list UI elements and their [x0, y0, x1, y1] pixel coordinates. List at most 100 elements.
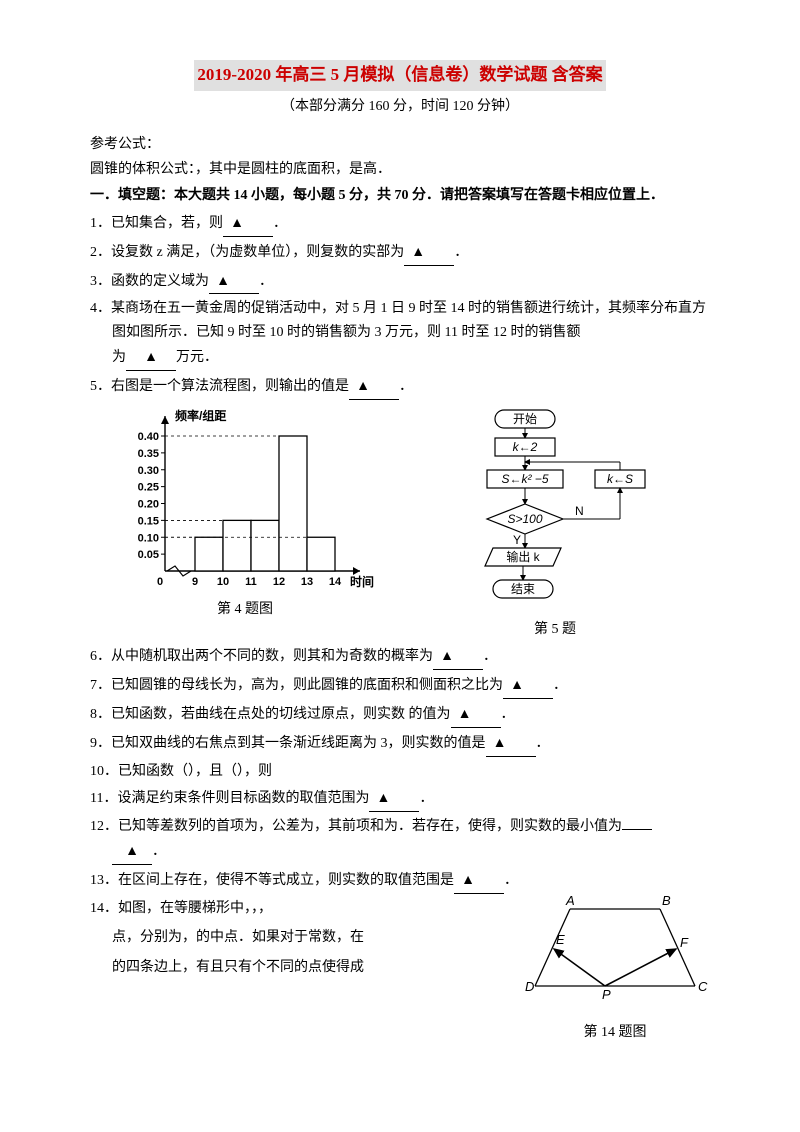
question-14: A B C D E F P 第 14 题图 14．如图，在等腰梯形中，，， 点，…	[90, 897, 710, 1046]
blank-mark: ▲	[230, 214, 244, 230]
qtext: 已知集合，若，则	[111, 216, 223, 231]
flow-no: N	[575, 504, 584, 518]
qtext-2b: 万元．	[176, 350, 218, 365]
svg-text:0: 0	[157, 576, 163, 588]
qtext-b: ．	[273, 216, 287, 231]
qtext: 已知函数，若曲线在点处的切线过原点，则实数 的值为	[111, 707, 451, 722]
svg-text:0.30: 0.30	[138, 464, 159, 476]
qtext-b: ．	[553, 678, 567, 693]
fig5-label: 第 5 题	[534, 618, 576, 642]
svg-text:9: 9	[192, 576, 198, 588]
section-1-heading: 一．填空题：本大题共 14 小题，每小题 5 分，共 70 分．请把答案填写在答…	[90, 184, 710, 208]
blank-mark: ▲	[461, 871, 475, 887]
qnum: 8．	[90, 707, 111, 722]
qnum: 13．	[90, 873, 118, 888]
label-E: E	[556, 932, 565, 947]
flow-end: 结束	[511, 582, 535, 596]
qtext-2a: 为	[112, 350, 126, 365]
qnum: 2．	[90, 245, 111, 260]
qnum: 14．	[90, 901, 118, 916]
question-8: 8．已知函数，若曲线在点处的切线过原点，则实数 的值为▲．	[90, 702, 710, 728]
blank-mark: ▲	[144, 348, 158, 364]
svg-text:0.15: 0.15	[138, 515, 159, 527]
question-6: 6．从中随机取出两个不同的数，则其和为奇数的概率为▲．	[90, 644, 710, 670]
qtext: 函数的定义域为	[111, 274, 209, 289]
fig14-label: 第 14 题图	[542, 1021, 710, 1045]
qnum: 1．	[90, 216, 111, 231]
svg-text:0.10: 0.10	[138, 532, 159, 544]
svg-text:0.05: 0.05	[138, 549, 159, 561]
qtext: 设复数 z 满足，（为虚数单位），则复数的实部为	[111, 245, 404, 260]
label-D: D	[525, 979, 534, 994]
qtext: 已知圆锥的母线长为，高为，则此圆锥的底面积和侧面积之比为	[111, 678, 503, 693]
question-12: 12．已知等差数列的首项为，公差为，其前项和为．若存在，使得，则实数的最小值为 …	[90, 815, 710, 865]
question-11: 11．设满足约束条件则目标函数的取值范围为 ▲ ．	[90, 786, 710, 812]
question-10: 10．已知函数（），且（），则	[90, 760, 710, 784]
qnum: 10．	[90, 764, 118, 779]
question-9: 9．已知双曲线的右焦点到其一条渐近线距离为 3，则实数的值是 ▲ ．	[90, 731, 710, 757]
flow-s1: k←2	[513, 440, 538, 454]
qtext-1: 如图，在等腰梯形中，，，	[118, 901, 272, 916]
qtext: 设满足约束条件则目标函数的取值范围为	[117, 791, 369, 806]
qtext-b: ．	[259, 274, 273, 289]
blank-mark: ▲	[356, 377, 370, 393]
label-A: A	[565, 893, 575, 908]
qtext-b: ．	[454, 245, 468, 260]
svg-text:0.20: 0.20	[138, 498, 159, 510]
flow-out: 输出 k	[506, 549, 540, 564]
ref-text: 圆锥的体积公式：，其中是圆柱的底面积，是高．	[90, 158, 710, 182]
qtext-b: ．	[536, 736, 550, 751]
question-5: 5．右图是一个算法流程图，则输出的值是▲．	[90, 374, 710, 400]
qnum: 9．	[90, 736, 111, 751]
qtext: 已知等差数列的首项为，公差为，其前项和为．若存在，使得，则实数的最小值为	[118, 819, 622, 834]
svg-text:0.25: 0.25	[138, 481, 159, 493]
svg-text:0.40: 0.40	[138, 431, 159, 443]
label-B: B	[662, 893, 671, 908]
flowchart-figure: 开始 k←2 S←k² −5 k←S S>100 N Y	[400, 406, 710, 642]
trapezoid-figure: A B C D E F P 第 14 题图	[542, 891, 710, 1046]
qtext-b: ．	[504, 873, 518, 888]
flow-s3: k←S	[607, 472, 633, 486]
page-title: 2019-2020 年高三 5 月模拟（信息卷）数学试题 含答案	[194, 60, 605, 91]
blank-mark: ▲	[411, 243, 425, 259]
qtext: 从中随机取出两个不同的数，则其和为奇数的概率为	[111, 649, 433, 664]
label-F: F	[680, 935, 689, 950]
svg-text:13: 13	[301, 576, 313, 588]
qnum: 3．	[90, 274, 111, 289]
qnum: 7．	[90, 678, 111, 693]
qtext: 在区间上存在，使得不等式成立，则实数的取值范围是	[118, 873, 454, 888]
qnum: 11．	[90, 791, 117, 806]
subtitle: （本部分满分 160 分，时间 120 分钟）	[90, 95, 710, 119]
qtext-b: ．	[399, 379, 413, 394]
qtext: 已知函数（），且（），则	[118, 764, 272, 779]
qtext-3: 的四条边上，有且只有个不同的点使得成	[112, 960, 364, 975]
blank-mark: ▲	[510, 676, 524, 692]
label-P: P	[602, 987, 611, 1002]
question-3: 3．函数的定义域为 ▲ ．	[90, 269, 710, 295]
qtext-b: ．	[152, 844, 166, 859]
question-7: 7．已知圆锥的母线长为，高为，则此圆锥的底面积和侧面积之比为 ▲ ．	[90, 673, 710, 699]
svg-text:0.35: 0.35	[138, 448, 159, 460]
blank-mark: ▲	[440, 647, 454, 663]
blank-mark: ▲	[216, 272, 230, 288]
qtext: 已知双曲线的右焦点到其一条渐近线距离为 3，则实数的值是	[111, 736, 486, 751]
qtext-2: 点，分别为，的中点．如果对于常数，在	[112, 930, 364, 945]
flow-start: 开始	[513, 412, 537, 426]
flow-s2: S←k² −5	[501, 472, 548, 486]
question-1: 1．已知集合，若，则 ▲ ．	[90, 211, 710, 237]
blank-mark: ▲	[125, 842, 139, 858]
label-C: C	[698, 979, 708, 994]
svg-text:14: 14	[329, 576, 342, 588]
histogram-figure: 频率/组距 时间 0.40 0.35 0.30 0.25 0.20 0.15 0.10 0.0…	[90, 406, 400, 622]
qtext-b: ．	[501, 707, 515, 722]
blank-mark: ▲	[493, 734, 507, 750]
qtext: 右图是一个算法流程图，则输出的值是	[111, 379, 349, 394]
qtext-b: ．	[419, 791, 433, 806]
qtext: 某商场在五一黄金周的促销活动中，对 5 月 1 日 9 时至 14 时的销售额进…	[111, 301, 706, 340]
x-axis-label: 时间	[350, 574, 374, 589]
qnum: 4．	[90, 301, 111, 316]
qtext-b: ．	[483, 649, 497, 664]
y-axis-label: 频率/组距	[175, 408, 226, 423]
question-2: 2．设复数 z 满足，（为虚数单位），则复数的实部为 ▲ ．	[90, 240, 710, 266]
blank-mark: ▲	[377, 789, 391, 805]
